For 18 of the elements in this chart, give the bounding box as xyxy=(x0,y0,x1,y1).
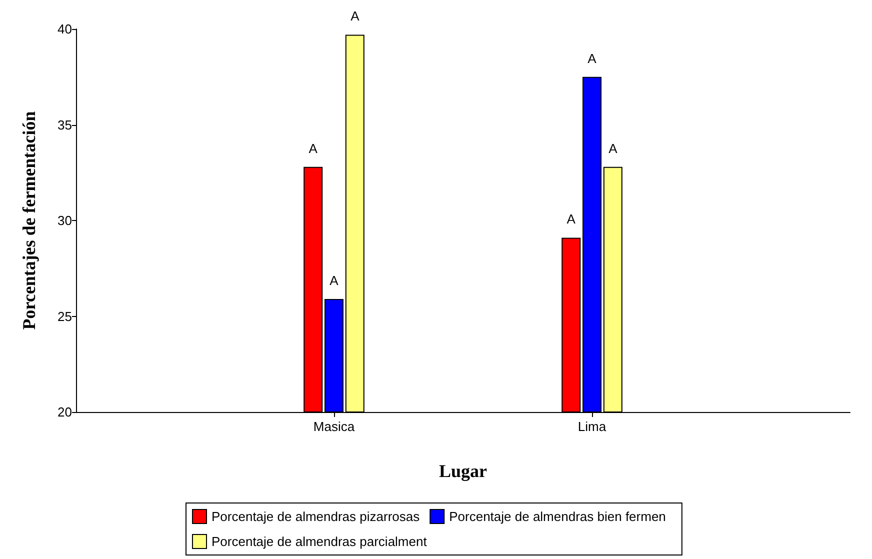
y-axis-title: Porcentajes de fermentación xyxy=(19,111,39,330)
x-axis-title: Lugar xyxy=(438,461,488,481)
x-tick-label: Lima xyxy=(578,419,607,434)
data-label: A xyxy=(350,8,360,24)
legend-label: Porcentaje de almendras pizarrosas xyxy=(212,509,420,524)
y-tick-label: 30 xyxy=(58,213,72,228)
y-tick-label: 25 xyxy=(58,308,72,324)
x-tick-label: Masica xyxy=(313,419,356,434)
data-label: A xyxy=(330,273,339,288)
data-label: A xyxy=(566,212,576,227)
data-label: A xyxy=(608,140,618,156)
legend-label: Porcentaje de almendras parcialment xyxy=(212,534,428,549)
y-tick-label: 20 xyxy=(58,404,72,420)
data-label: A xyxy=(308,140,318,156)
legend-label: Porcentaje de almendras bien fermen xyxy=(449,509,666,524)
y-tick-label: 35 xyxy=(58,117,72,132)
data-label: A xyxy=(588,50,597,66)
y-tick-label: 40 xyxy=(58,22,72,36)
